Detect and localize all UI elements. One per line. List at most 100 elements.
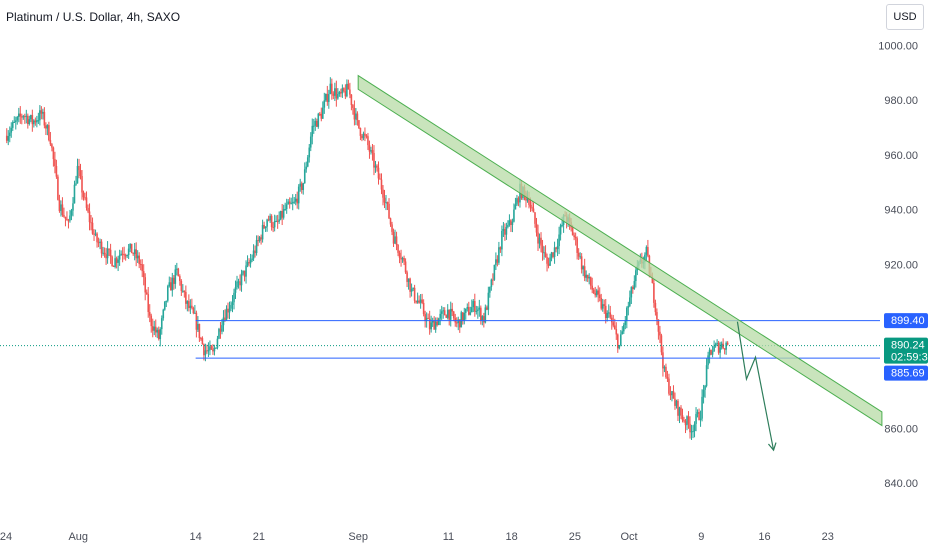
candle-body	[231, 302, 234, 306]
candle-body	[109, 249, 112, 257]
candle-body	[63, 214, 65, 217]
candle-body	[132, 253, 134, 255]
candle-body	[7, 136, 10, 141]
candle-body	[618, 344, 621, 349]
candle-body	[350, 94, 353, 106]
candle-body	[36, 120, 38, 123]
candle-body	[601, 304, 604, 309]
candle-body	[206, 350, 208, 352]
candle-body	[24, 116, 26, 118]
candle-body	[302, 183, 305, 190]
candle-body	[314, 120, 317, 126]
candle-body	[142, 271, 145, 278]
candle-body	[17, 113, 20, 117]
candle-body	[255, 240, 258, 254]
candle-body	[168, 282, 171, 287]
candle-body	[374, 165, 377, 168]
candle-body	[470, 307, 473, 313]
candle-body	[288, 201, 291, 204]
candle-body	[717, 342, 720, 353]
candle-body	[194, 312, 196, 314]
candle-body	[683, 420, 685, 422]
candle-body	[340, 92, 342, 94]
candle-body	[297, 186, 300, 204]
candle-body	[528, 198, 530, 205]
trend-channel-band[interactable]	[357, 74, 883, 427]
candle-body	[455, 322, 458, 324]
candle-body	[139, 264, 142, 266]
candle-body	[621, 331, 624, 335]
candle-body	[258, 237, 261, 242]
candle-body	[546, 256, 548, 264]
candle-body	[124, 255, 127, 257]
candle-body	[711, 351, 714, 355]
candle-body	[431, 320, 434, 323]
candle-body	[480, 307, 482, 321]
level-tag-lower-bg	[884, 365, 928, 381]
candle-body	[317, 113, 320, 127]
candle-body	[504, 228, 506, 235]
candle-body	[242, 270, 244, 274]
trend-channel[interactable]	[357, 74, 883, 427]
candle-body	[195, 312, 198, 330]
candle-body	[693, 423, 696, 432]
candle-body	[118, 255, 121, 260]
candle-body	[182, 290, 184, 292]
candle-body	[11, 122, 14, 128]
currency-selector[interactable]: USD	[886, 4, 924, 30]
candle-body	[630, 287, 633, 298]
candle-body	[135, 249, 137, 259]
candle-body	[335, 88, 338, 99]
projection-path[interactable]	[736, 321, 777, 452]
candle-body	[305, 166, 308, 170]
candle-body	[267, 219, 270, 221]
candle-body	[72, 203, 74, 211]
candle-body	[467, 307, 470, 315]
candle-body	[64, 216, 67, 219]
candle-body	[225, 308, 228, 321]
candle-body	[88, 211, 91, 223]
candle-body	[94, 233, 97, 235]
candle-body	[334, 88, 336, 96]
candle-body	[537, 232, 539, 244]
candle-body	[457, 319, 460, 324]
candle-body	[346, 83, 348, 97]
candle-body	[436, 321, 438, 326]
candle-body	[665, 366, 667, 378]
candle-body	[583, 266, 586, 278]
candle-body	[251, 258, 253, 261]
candle-body	[159, 329, 162, 339]
candle-body	[200, 338, 202, 340]
candle-body	[285, 204, 288, 210]
candle-body	[99, 241, 101, 243]
candle-body	[97, 242, 100, 244]
candle-body	[306, 157, 309, 167]
chart-title: Platinum / U.S. Dollar, 4h, SAXO	[6, 10, 181, 24]
candle-body	[52, 147, 55, 160]
candle-body	[704, 385, 706, 390]
candle-body	[391, 224, 393, 232]
candle-body	[672, 391, 675, 399]
candle-body	[186, 301, 189, 304]
horizontal-levels[interactable]	[0, 320, 880, 359]
candle-body	[154, 326, 157, 333]
candle-body	[60, 204, 62, 211]
candle-body	[177, 268, 180, 277]
candle-body	[376, 165, 378, 168]
candle-body	[684, 421, 687, 426]
candle-body	[228, 308, 231, 313]
projection-line[interactable]	[736, 321, 775, 451]
candle-body	[315, 120, 318, 127]
candle-body	[662, 352, 664, 369]
candle-body	[230, 305, 232, 309]
candle-body	[19, 113, 22, 117]
candle-body	[422, 302, 425, 315]
candle-body	[67, 220, 70, 222]
candle-body	[428, 318, 431, 330]
candle-body	[469, 312, 472, 315]
candle-body	[254, 250, 256, 254]
candle-body	[544, 252, 547, 257]
candle-body	[329, 83, 332, 95]
